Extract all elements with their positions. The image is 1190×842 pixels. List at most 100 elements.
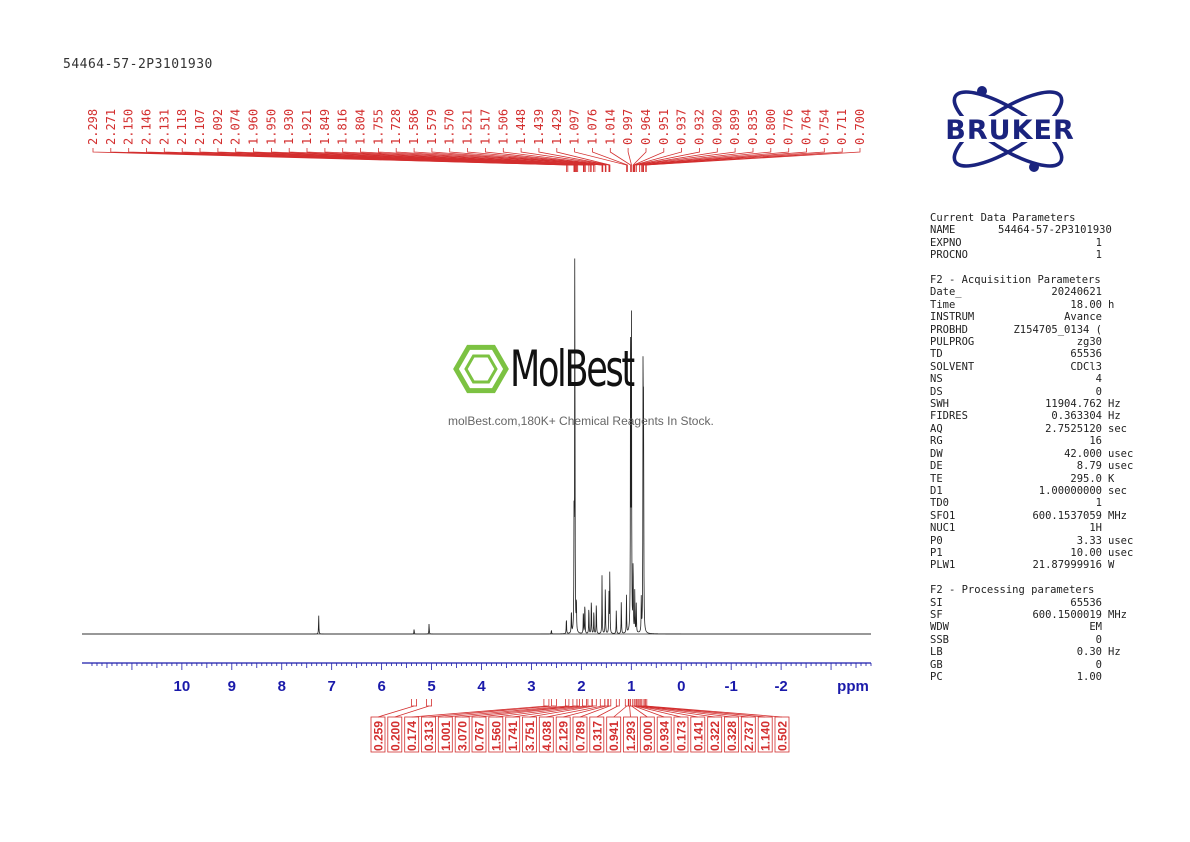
- param-value: 8.79: [1076, 460, 1102, 473]
- peak-label: 0.776: [782, 109, 796, 145]
- param-unit: [1102, 361, 1108, 373]
- param-row: PLW1 21.87999916 W: [930, 559, 1145, 571]
- param-unit: usec: [1108, 546, 1134, 559]
- peak-label-leader: [632, 148, 647, 172]
- integral-leader: [478, 705, 579, 718]
- integral-value: 0.322: [708, 721, 722, 751]
- param-value: 600.1537059: [1032, 509, 1102, 522]
- x-tick-label: 9: [228, 678, 236, 695]
- peak-label: 2.092: [211, 109, 225, 145]
- param-value: 0.30: [1076, 646, 1102, 659]
- peak-label-leader: [609, 148, 631, 172]
- peak-label: 0.835: [746, 109, 760, 145]
- integral-bracket: [576, 699, 580, 707]
- integral-value: 3.070: [456, 721, 470, 751]
- peak-label: 1.517: [478, 109, 492, 145]
- x-tick-label: 4: [477, 678, 486, 695]
- param-key: NUC1: [930, 522, 956, 535]
- integral-bracket: [565, 699, 570, 707]
- integral-bracket: [543, 699, 550, 707]
- param-value: zg30: [1076, 336, 1102, 349]
- param-value: 65536: [1070, 596, 1102, 609]
- peak-label: 1.506: [496, 109, 510, 145]
- param-unit: MHz: [1108, 509, 1127, 522]
- param-unit: [1102, 336, 1108, 348]
- peak-label-leader: [574, 148, 627, 172]
- integral-bracket: [592, 699, 597, 707]
- x-tick-label: 7: [328, 678, 336, 695]
- peak-label: 0.937: [675, 109, 689, 145]
- param-unit: [1102, 386, 1108, 398]
- integral-bracket: [582, 699, 587, 707]
- param-value: CDCl3: [1070, 360, 1102, 373]
- param-key: DW: [930, 447, 943, 460]
- integral-leader: [633, 705, 665, 718]
- param-key: PROCNO: [930, 249, 968, 262]
- param-row: EXPNO 1: [930, 237, 1145, 249]
- parameter-block: Current Data Parameters NAME 54464-57-2P31…: [930, 212, 1145, 683]
- integral-value: 1.001: [439, 721, 453, 751]
- peak-label: 1.849: [318, 109, 332, 145]
- integral-leader: [512, 705, 590, 718]
- integral-box: [555, 716, 571, 753]
- param-key: AQ: [930, 422, 943, 435]
- integral-box: [589, 716, 605, 753]
- x-tick-label: -1: [725, 678, 738, 695]
- param-key: INSTRUM: [930, 311, 975, 324]
- param-key: SSB: [930, 633, 949, 646]
- integral-box: [757, 716, 773, 753]
- sample-title: 54464-57-2P3101930: [63, 57, 213, 72]
- integral-box: [707, 716, 723, 753]
- param-row: NUC1 1H: [930, 522, 1145, 534]
- param-key: LB: [930, 646, 943, 659]
- peak-label-leader: [484, 148, 606, 172]
- param-key: WDW: [930, 621, 949, 634]
- peak-label: 1.816: [336, 109, 350, 145]
- param-row: SFO1 600.1537059 MHz: [930, 510, 1145, 522]
- molbest-brand-text: MolBest: [510, 340, 635, 398]
- param-section-title: F2 - Processing parameters: [930, 584, 1095, 597]
- param-row: SWH 11904.762 Hz: [930, 398, 1145, 410]
- peak-label: 1.570: [443, 109, 457, 145]
- param-value: 0: [1095, 633, 1102, 646]
- peak-label-leader: [645, 148, 861, 172]
- peak-label: 1.014: [603, 109, 617, 145]
- param-row: RG 16: [930, 435, 1145, 447]
- x-axis: 10 9 8 7 6 5 4 3 2 1 0 -1 -2 ppm: [82, 662, 872, 695]
- integral-value: 1.560: [489, 721, 503, 751]
- peak-label: 1.930: [282, 109, 296, 145]
- integral-value: 0.317: [590, 721, 604, 751]
- x-tick-label: 0: [677, 678, 685, 695]
- param-unit: [1102, 224, 1108, 236]
- param-value: 1.00000000: [1038, 484, 1102, 497]
- param-row: PROBHD Z154705_0134 (: [930, 324, 1145, 336]
- param-key: FIDRES: [930, 410, 968, 423]
- param-row: NAME 54464-57-2P3101930: [930, 224, 1145, 236]
- peak-label-leader: [643, 148, 825, 172]
- param-row: INSTRUM Avance: [930, 311, 1145, 323]
- param-row: SOLVENT CDCl3: [930, 361, 1145, 373]
- param-row: LB 0.30 Hz: [930, 646, 1145, 658]
- peak-label-leader: [635, 148, 736, 172]
- param-value: 18.00: [1070, 298, 1102, 311]
- param-value: 0.363304: [1051, 410, 1102, 423]
- integral-value: 0.941: [607, 721, 621, 751]
- integral-bracket: [624, 699, 629, 707]
- param-value: 54464-57-2P3101930: [998, 224, 1112, 237]
- param-key: TD: [930, 348, 943, 361]
- param-unit: [1102, 237, 1108, 249]
- integral-leader: [445, 705, 568, 718]
- integral-value: 2.129: [557, 721, 571, 751]
- peak-label: 1.439: [532, 109, 546, 145]
- param-key: RG: [930, 435, 943, 448]
- param-unit: [1102, 497, 1108, 509]
- param-row: PULPROG zg30: [930, 336, 1145, 348]
- x-tick-label: 8: [278, 678, 286, 695]
- param-unit: [1102, 634, 1108, 646]
- integral-bracket: [615, 699, 620, 707]
- param-value: 1: [1095, 497, 1102, 510]
- integral-box: [673, 716, 689, 753]
- param-key: P0: [930, 534, 943, 547]
- param-unit: [1102, 659, 1108, 671]
- peak-label-leader: [502, 148, 607, 172]
